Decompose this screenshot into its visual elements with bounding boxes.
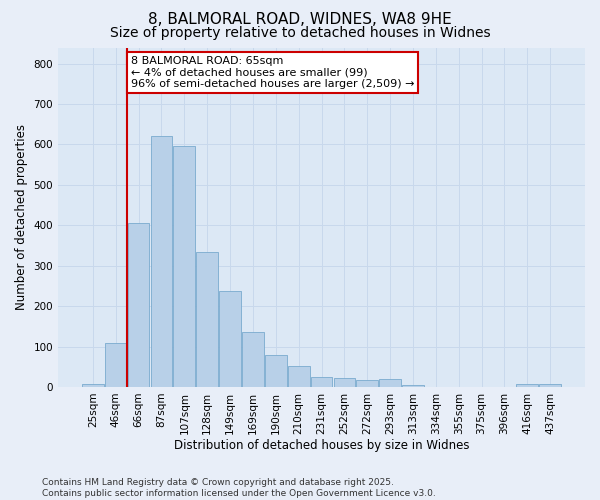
Text: Contains HM Land Registry data © Crown copyright and database right 2025.
Contai: Contains HM Land Registry data © Crown c…	[42, 478, 436, 498]
Bar	[311, 377, 332, 387]
Bar	[196, 252, 218, 387]
Bar	[334, 378, 355, 387]
Text: 8, BALMORAL ROAD, WIDNES, WA8 9HE: 8, BALMORAL ROAD, WIDNES, WA8 9HE	[148, 12, 452, 28]
Bar	[288, 366, 310, 387]
Bar	[128, 224, 149, 387]
Y-axis label: Number of detached properties: Number of detached properties	[15, 124, 28, 310]
Bar	[379, 380, 401, 387]
Bar	[539, 384, 561, 387]
Text: Size of property relative to detached houses in Widnes: Size of property relative to detached ho…	[110, 26, 490, 40]
Bar	[517, 384, 538, 387]
Bar	[242, 332, 264, 387]
Bar	[219, 291, 241, 387]
Bar	[265, 354, 287, 387]
Bar	[356, 380, 378, 387]
Bar	[151, 136, 172, 387]
X-axis label: Distribution of detached houses by size in Widnes: Distribution of detached houses by size …	[174, 440, 469, 452]
Text: 8 BALMORAL ROAD: 65sqm
← 4% of detached houses are smaller (99)
96% of semi-deta: 8 BALMORAL ROAD: 65sqm ← 4% of detached …	[131, 56, 414, 89]
Bar	[173, 146, 195, 387]
Bar	[82, 384, 104, 387]
Bar	[402, 385, 424, 387]
Bar	[105, 342, 127, 387]
